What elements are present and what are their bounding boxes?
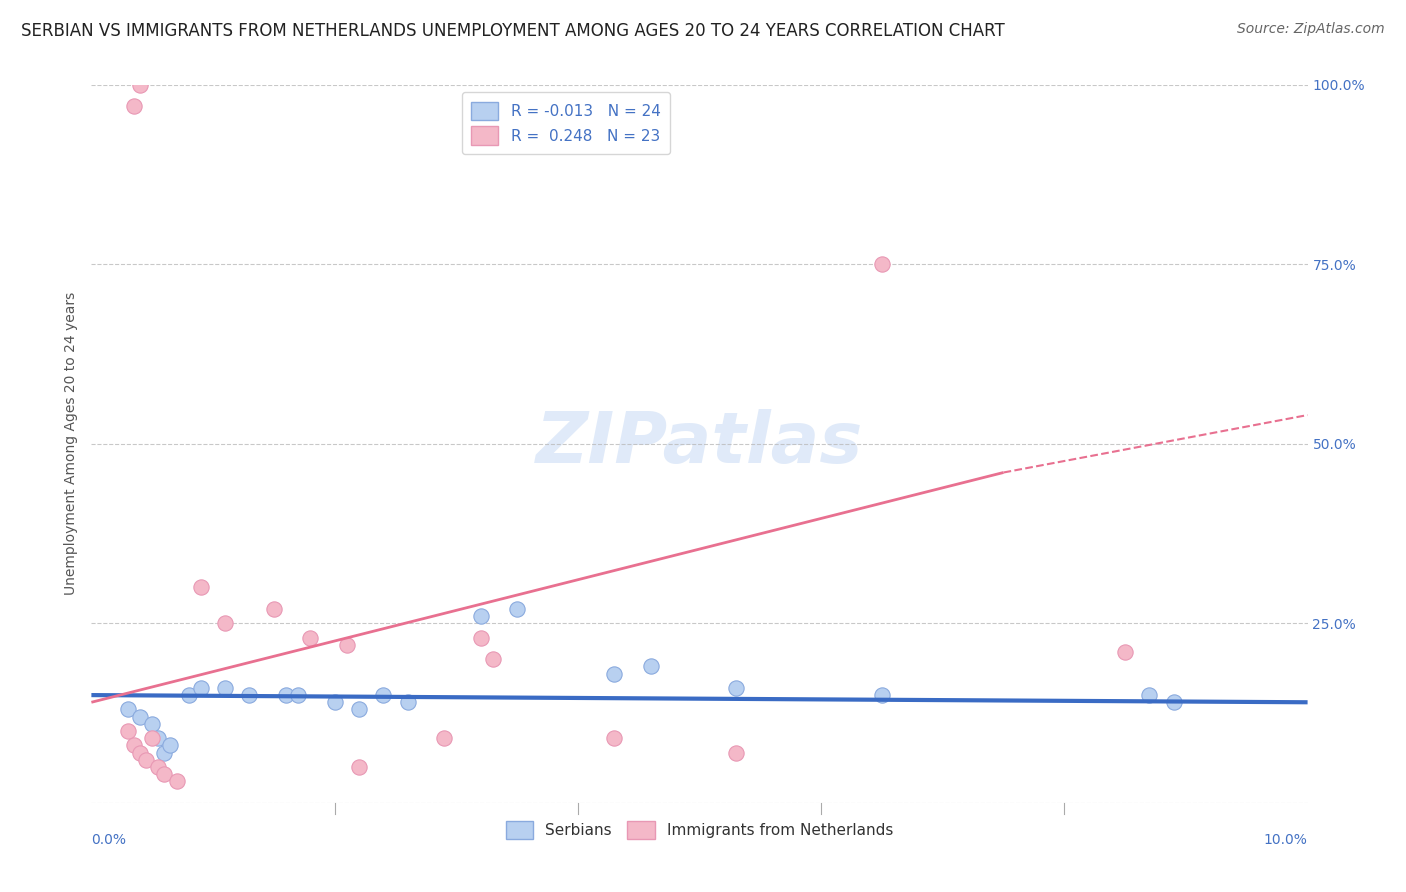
Text: ZIPatlas: ZIPatlas bbox=[536, 409, 863, 478]
Text: 0.0%: 0.0% bbox=[91, 833, 127, 847]
Text: Source: ZipAtlas.com: Source: ZipAtlas.com bbox=[1237, 22, 1385, 37]
Y-axis label: Unemployment Among Ages 20 to 24 years: Unemployment Among Ages 20 to 24 years bbox=[65, 293, 79, 595]
Text: 10.0%: 10.0% bbox=[1264, 833, 1308, 847]
Text: SERBIAN VS IMMIGRANTS FROM NETHERLANDS UNEMPLOYMENT AMONG AGES 20 TO 24 YEARS CO: SERBIAN VS IMMIGRANTS FROM NETHERLANDS U… bbox=[21, 22, 1005, 40]
Legend: Serbians, Immigrants from Netherlands: Serbians, Immigrants from Netherlands bbox=[499, 814, 900, 846]
